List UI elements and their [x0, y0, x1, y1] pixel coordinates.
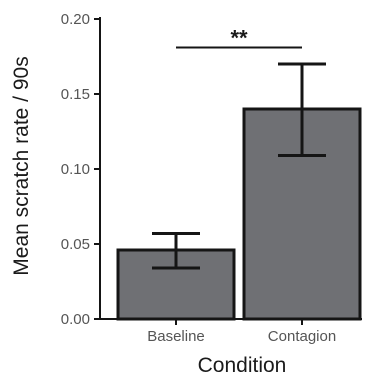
- y-tick-label: 0.05: [61, 236, 90, 253]
- y-tick-label: 0.20: [61, 11, 90, 28]
- y-axis-title: Mean scratch rate / 90s: [10, 56, 33, 275]
- x-tick-label-baseline: Baseline: [147, 328, 205, 345]
- y-ticks: 0.00 0.05 0.10 0.15 0.20: [61, 11, 100, 328]
- x-tick-label-contagion: Contagion: [268, 328, 336, 345]
- x-axis-title: Condition: [198, 354, 287, 377]
- y-tick-label: 0.15: [61, 86, 90, 103]
- bars: [116, 62, 362, 321]
- y-tick-label: 0.10: [61, 161, 90, 178]
- x-ticks: Baseline Contagion: [147, 319, 336, 345]
- y-tick-label: 0.00: [61, 311, 90, 328]
- significance-label: **: [230, 26, 248, 51]
- significance-annotation: **: [176, 26, 302, 51]
